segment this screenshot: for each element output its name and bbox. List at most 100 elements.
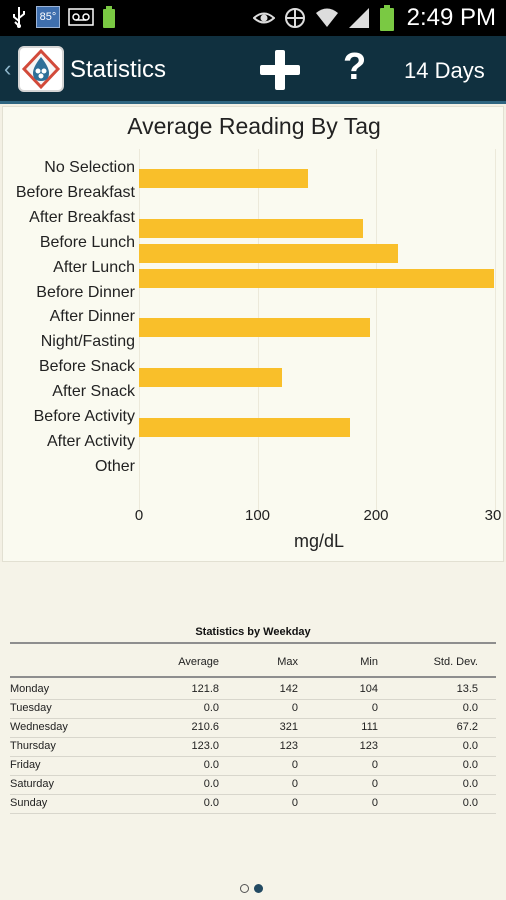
- bar: [139, 169, 309, 188]
- table-cell: 0.0: [462, 778, 478, 790]
- table-cell: 0: [371, 778, 378, 790]
- status-bar: 85° 2:49 PM: [0, 0, 506, 36]
- bar: [139, 218, 363, 238]
- table-cell: 210.6: [191, 721, 219, 733]
- app-logo[interactable]: [18, 46, 64, 92]
- table-cell: 0.0: [203, 797, 219, 809]
- category-label: Before Breakfast: [15, 183, 135, 201]
- x-tick-label: 30: [484, 507, 502, 524]
- grid-line: [495, 149, 496, 519]
- category-label: Night/Fasting: [40, 333, 135, 351]
- row-divider: [10, 794, 496, 795]
- column-header: Std. Dev.: [433, 656, 478, 668]
- table-cell: 142: [279, 683, 298, 695]
- table-cell: 0: [371, 797, 378, 809]
- table-title: Statistics by Weekday: [195, 626, 311, 638]
- category-label: Before Snack: [38, 358, 135, 376]
- bar: [139, 243, 399, 263]
- temperature-icon: 85°: [36, 6, 60, 28]
- category-label: After Activity: [46, 432, 135, 450]
- sync-icon: [283, 6, 307, 30]
- back-chevron-icon[interactable]: ‹: [4, 56, 12, 81]
- page-dot-2[interactable]: [254, 884, 263, 893]
- wifi-icon: [315, 7, 339, 29]
- page-indicator: [0, 868, 506, 900]
- column-header: Min: [360, 656, 378, 668]
- table-header-rule: [10, 676, 496, 678]
- category-label: Before Dinner: [36, 283, 135, 301]
- category-label: After Breakfast: [29, 208, 135, 226]
- chart-title: Average Reading By Tag: [127, 113, 381, 139]
- row-divider: [10, 756, 496, 757]
- weekday-label: Sunday: [10, 797, 48, 809]
- table-cell: 321: [279, 721, 298, 733]
- weekday-label: Tuesday: [10, 702, 52, 714]
- bar: [139, 318, 370, 338]
- page-dot-1[interactable]: [240, 884, 249, 893]
- category-label: After Snack: [52, 383, 135, 401]
- x-axis-label: mg/dL: [293, 531, 345, 551]
- battery-icon: [379, 5, 395, 31]
- category-label: Before Lunch: [39, 233, 135, 251]
- signal-icon: [347, 7, 371, 29]
- table-top-rule: [10, 642, 496, 644]
- voicemail-icon: [68, 6, 94, 28]
- table-cell: 123.0: [191, 740, 219, 752]
- category-label: No Selection: [44, 159, 135, 176]
- category-label: After Lunch: [53, 258, 135, 276]
- weekday-label: Monday: [10, 683, 50, 695]
- x-tick-label: 200: [363, 507, 389, 524]
- table-cell: 0.0: [462, 797, 478, 809]
- weekday-stats-table: Statistics by Weekday Average Max Min Std. …: [0, 562, 506, 868]
- table-cell: 0.0: [462, 740, 478, 752]
- grid-line: [376, 149, 377, 519]
- row-divider: [10, 737, 496, 738]
- action-bar: ‹ Statistics ? 14 Days: [0, 36, 506, 104]
- table-cell: 67.2: [456, 721, 478, 733]
- date-range-selector[interactable]: 14 Days: [404, 58, 485, 83]
- clock: 2:49 PM: [406, 4, 496, 31]
- bar: [139, 368, 283, 388]
- column-header: Max: [277, 656, 298, 668]
- x-tick-label: 100: [244, 507, 271, 524]
- row-divider: [10, 699, 496, 700]
- column-header: Average: [178, 656, 219, 668]
- table-cell: 111: [361, 721, 378, 733]
- bar: [139, 418, 350, 437]
- row-divider: [10, 813, 496, 814]
- table-cell: 0.0: [203, 759, 219, 771]
- table-cell: 123: [359, 740, 378, 752]
- table-cell: 104: [359, 683, 378, 695]
- row-divider: [10, 775, 496, 776]
- table-cell: 0: [291, 797, 298, 809]
- table-cell: 121.8: [191, 683, 219, 695]
- table-cell: 0.0: [203, 778, 219, 790]
- battery-full-icon: [102, 6, 116, 28]
- help-button[interactable]: ?: [343, 46, 367, 88]
- category-label: Other: [94, 457, 135, 475]
- table-cell: 0.0: [462, 759, 478, 771]
- weekday-label: Friday: [10, 759, 41, 771]
- table-cell: 0: [291, 759, 298, 771]
- weekday-label: Saturday: [10, 778, 55, 790]
- usb-icon: [10, 6, 28, 28]
- weekday-label: Wednesday: [10, 721, 68, 733]
- table-cell: 0: [291, 702, 298, 714]
- table-cell: 0: [371, 759, 378, 771]
- eye-icon: [252, 9, 275, 27]
- plus-icon-vertical: [275, 50, 285, 90]
- average-reading-chart: Average Reading By Tag mg/dL No Selectio…: [2, 106, 504, 562]
- table-cell: 0: [291, 778, 298, 790]
- weekday-label: Thursday: [10, 740, 56, 752]
- row-divider: [10, 718, 496, 719]
- page-title: Statistics: [70, 56, 167, 83]
- table-cell: 0: [371, 702, 378, 714]
- category-label: Before Activity: [33, 408, 135, 425]
- add-reading-button[interactable]: [260, 50, 300, 90]
- category-label: After Dinner: [49, 308, 135, 326]
- table-cell: 0.0: [203, 702, 219, 714]
- x-tick-label: 0: [134, 507, 144, 524]
- table-cell: 13.5: [456, 683, 478, 695]
- table-cell: 123: [279, 740, 298, 752]
- table-cell: 0.0: [462, 702, 478, 714]
